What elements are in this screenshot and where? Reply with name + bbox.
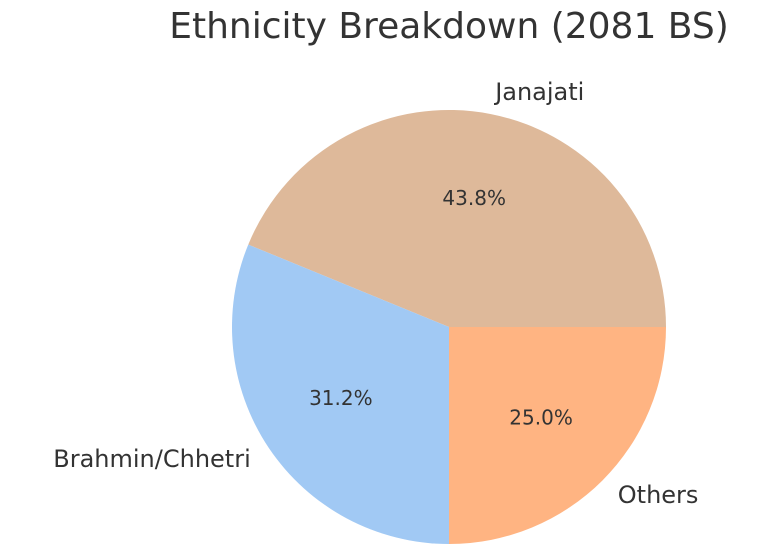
slice-label: Brahmin/Chhetri [53, 445, 250, 473]
pie-slice [248, 109, 666, 327]
pie-slice [231, 244, 449, 544]
slice-label: Others [618, 481, 699, 509]
value-label: 25.0% [509, 406, 573, 430]
value-label: 31.2% [309, 386, 373, 410]
chart-title: Ethnicity Breakdown (2081 BS) [169, 6, 729, 47]
pie-slice [449, 327, 666, 544]
value-label: 43.8% [442, 186, 506, 210]
slice-label: Janajati [493, 78, 584, 106]
